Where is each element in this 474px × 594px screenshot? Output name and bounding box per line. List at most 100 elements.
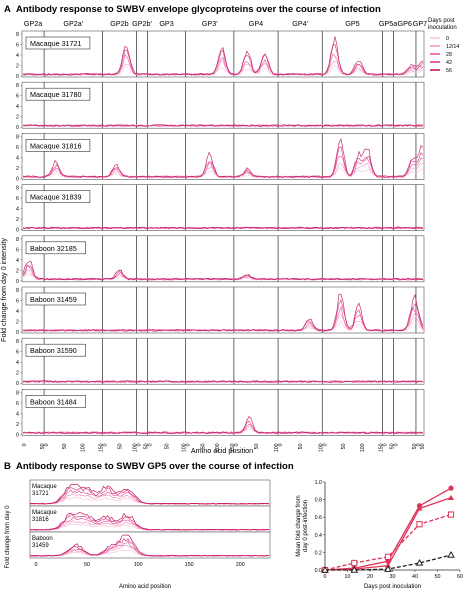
data-point [415, 558, 424, 566]
trace-line [22, 293, 424, 332]
data-point [447, 551, 455, 558]
y-tick-label: 2 [16, 217, 19, 223]
gp5-row: Baboon 31459 [29, 531, 271, 559]
y-tick-label: 0.0 [315, 568, 322, 574]
data-point [447, 511, 455, 518]
y-tick-label: 0 [16, 279, 19, 285]
panel-a-rows: 0 2 4 6 8 Macaque 31721 0 2 4 6 8 Macaque 31780 0 2 4 6… [16, 30, 425, 438]
x-tick-label: 60 [457, 574, 463, 580]
x-tick-label: 50 [298, 443, 304, 449]
x-tick-label: 100 [133, 443, 139, 452]
y-tick-label: 6 [16, 350, 19, 356]
gp5-animal-label: Baboon 31459 [32, 536, 53, 549]
x-tick-label: 50 [435, 574, 441, 580]
gp5-x-tick-label: 50 [84, 562, 90, 568]
y-tick-label: 4 [16, 360, 19, 366]
protein-label: GP7 [413, 19, 427, 28]
x-tick-label: 100 [182, 443, 188, 452]
y-tick-label: 6 [16, 94, 19, 100]
protein-label: GP2b [110, 19, 128, 28]
protein-label: GP2b' [132, 19, 152, 28]
data-point [351, 559, 358, 567]
protein-label: GP3 [159, 19, 173, 28]
y-tick-label: 0 [16, 432, 19, 438]
animal-label-frame [25, 343, 86, 357]
x-tick-label: 0 [137, 443, 143, 446]
x-tick-label: 20 [367, 574, 373, 580]
animal-label-frame [25, 395, 86, 408]
y-tick-label: 4 [16, 155, 19, 161]
y-tick-label: 8 [16, 288, 19, 294]
panel-b-title: Antibody response to SWBV GP5 over the c… [16, 461, 294, 472]
y-tick-label: 2 [16, 268, 19, 274]
y-tick-label: 4 [16, 258, 19, 264]
animal-label-frame [25, 241, 86, 255]
animal-label-frame [25, 36, 91, 50]
panel-b-letter: B [4, 461, 11, 472]
gp5-x-tick-label: 100 [134, 562, 143, 568]
x-tick-label: 50 [200, 443, 206, 449]
x-tick-label: 50 [62, 443, 68, 449]
x-tick-label: 50 [254, 443, 260, 449]
x-tick-label: 0 [393, 443, 399, 446]
animal-label: Baboon 31590 [30, 346, 77, 355]
data-point [416, 505, 423, 511]
y-tick-label: 0 [16, 176, 19, 182]
x-tick-label: 40 [412, 574, 418, 580]
x-tick-label: 0 [322, 443, 328, 446]
gp5-animal-label: Macaque 31721 [32, 484, 57, 497]
row-frame [21, 389, 425, 436]
animal-row: 0 2 4 6 8 Baboon 31484 [16, 389, 425, 438]
legend-label: 12/14 [446, 44, 459, 50]
data-point [448, 494, 454, 501]
gp5-trace-line [29, 512, 270, 531]
y-tick-label: 4 [16, 207, 19, 213]
trace-line [22, 124, 424, 127]
animal-label: Macaque 31839 [30, 193, 82, 202]
y-tick-label: 8 [16, 83, 19, 89]
panel-b-timecourse: 0.0 0.2 0.4 0.6 0.8 1.0 0 10 20 30 40 50 60 Mean fold… [296, 480, 463, 590]
y-tick-label: 2 [16, 320, 19, 326]
gp5-x-tick-label: 150 [185, 562, 194, 568]
y-tick-label: 6 [16, 401, 19, 407]
protein-label: GP2a' [63, 19, 83, 28]
x-tick-label: 50 [389, 443, 395, 449]
trace-line [22, 380, 424, 383]
gp5-row: Macaque 31816 [29, 505, 271, 533]
x-tick-label: 0 [324, 574, 327, 580]
x-tick-label: 50 [40, 443, 46, 449]
gp5-row: Macaque 31721 [29, 479, 271, 507]
y-tick-label: 4 [16, 53, 19, 59]
x-tick-label: 0 [234, 443, 240, 446]
x-tick-label: 10 [345, 574, 351, 580]
animal-label-frame [25, 139, 91, 152]
animal-row: 0 2 4 6 8 Macaque 31839 [16, 184, 425, 234]
x-tick-label: 30 [390, 574, 396, 580]
data-point [416, 521, 423, 528]
animal-label-box: Baboon 31459 [25, 292, 86, 306]
y-tick-label: 4 [16, 411, 19, 417]
animal-label-frame [25, 190, 91, 203]
y-tick-label: 1.0 [315, 480, 322, 486]
x-tick-label: 100 [360, 443, 366, 452]
protein-label: GP3' [202, 19, 218, 28]
y-tick-label: 6 [16, 247, 19, 253]
trace-line [22, 36, 424, 76]
protein-label: GP4' [292, 19, 308, 28]
gp5-row-frame [29, 531, 271, 559]
x-tick-label: 150 [230, 443, 236, 452]
panel-a-letter: A [4, 4, 11, 15]
legend-title: Days post inoculation [428, 18, 457, 31]
y-tick-label: 8 [16, 134, 19, 140]
y-tick-label: 8 [16, 339, 19, 345]
x-tick-label: 50 [117, 443, 123, 449]
animal-label-box: Baboon 31590 [25, 343, 86, 357]
gp5-trace-line [29, 534, 270, 557]
animal-label-box: Macaque 31780 [25, 87, 91, 101]
panel-a-xlabel: Amino acid position [191, 446, 253, 455]
data-point [448, 485, 454, 491]
gp5-row-frame [29, 479, 271, 507]
protein-label: GP4 [249, 19, 263, 28]
row-frame [21, 286, 425, 334]
